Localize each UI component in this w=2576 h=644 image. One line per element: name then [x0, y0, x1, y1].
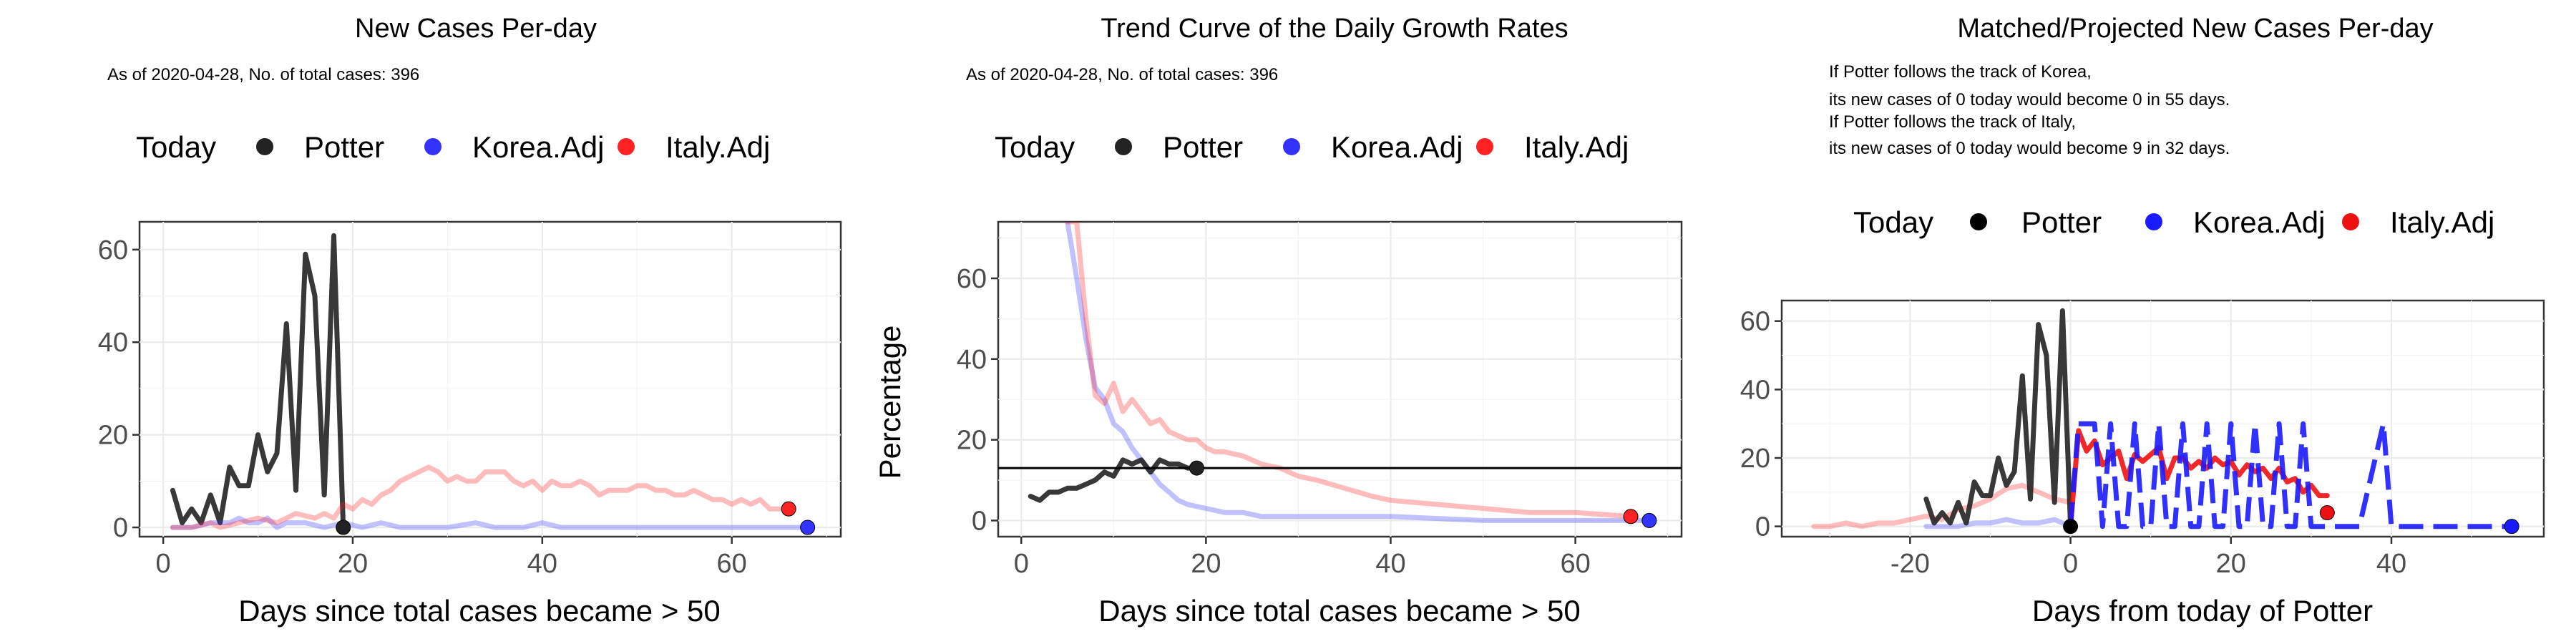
- legend-key: [1970, 213, 1987, 230]
- x-axis-label: Days since total cases became > 50: [238, 594, 721, 628]
- y-tick-label: 60: [1740, 307, 1770, 337]
- y-tick-label: 40: [1740, 375, 1770, 405]
- today-marker: [781, 501, 796, 517]
- chart-title: Matched/Projected New Cases Per-day: [1957, 14, 2433, 44]
- y-tick-label: 40: [957, 345, 987, 375]
- y-tick-label: 0: [972, 506, 987, 536]
- y-axis-label: Percentage: [873, 326, 907, 479]
- chart-growth-rates: Trend Curve of the Daily Growth Rates As…: [873, 14, 1683, 628]
- series-line-italy-adj: [170, 464, 791, 530]
- legend-key: [1115, 138, 1132, 155]
- y-tick-label: 40: [98, 328, 128, 358]
- x-tick-label: 40: [1375, 549, 1405, 579]
- legend-key: [424, 138, 441, 155]
- legend-label: Potter: [304, 130, 384, 164]
- y-tick-label: 60: [957, 264, 987, 294]
- series-line-potter: [1923, 308, 2074, 530]
- series-lines: [1811, 308, 2512, 530]
- legend: Today Potter Korea.Adj Italy.Adj: [995, 130, 1629, 164]
- today-marker: [2504, 519, 2519, 535]
- x-tick-label: 20: [1191, 549, 1221, 579]
- axis-ticks: -20 0 20 40 0 20 40 60: [1740, 307, 2406, 579]
- today-marker: [1189, 460, 1204, 476]
- legend-label: Italy.Adj: [665, 130, 770, 164]
- today-marker: [2063, 519, 2079, 535]
- today-marker: [1641, 512, 1657, 528]
- x-tick-label: -20: [1890, 549, 1930, 579]
- chart-subtitle: As of 2020-04-28, No. of total cases: 39…: [107, 65, 419, 84]
- today-marker: [1623, 509, 1639, 525]
- legend-key: [1476, 138, 1493, 155]
- chart-title: New Cases Per-day: [355, 14, 597, 44]
- chart-note-4: its new cases of 0 today would become 9 …: [1829, 139, 2230, 158]
- series-line-italy-adj: [1065, 222, 1634, 519]
- today-markers: [2063, 505, 2519, 535]
- series-lines: [170, 233, 811, 530]
- chart-note-1: If Potter follows the track of Korea,: [1829, 62, 2092, 82]
- x-axis-label: Days from today of Potter: [2032, 594, 2373, 628]
- legend-label: Potter: [1163, 130, 1243, 164]
- grid: [1782, 301, 2544, 537]
- today-marker: [336, 519, 351, 535]
- chart-note-3: If Potter follows the track of Italy,: [1829, 112, 2076, 132]
- axis-ticks: 0 20 40 60 0 20 40 60: [98, 235, 747, 579]
- today-marker: [800, 519, 816, 535]
- legend: Today Potter Korea.Adj Italy.Adj: [1853, 205, 2494, 239]
- legend-title: Today: [136, 130, 216, 164]
- legend: Today Potter Korea.Adj Italy.Adj: [136, 130, 770, 164]
- legend-key: [256, 138, 273, 155]
- series-line-korea-adj: [2068, 421, 2512, 530]
- plot-panel: [138, 220, 842, 538]
- chart-title: Trend Curve of the Daily Growth Rates: [1101, 14, 1568, 44]
- series-line-potter: [1028, 457, 1199, 503]
- legend-label: Potter: [2021, 205, 2102, 239]
- chart-note-2: its new cases of 0 today would become 0 …: [1829, 90, 2230, 109]
- x-tick-label: 0: [2063, 549, 2078, 579]
- plot-panel: [997, 220, 1683, 538]
- legend-key: [2145, 213, 2162, 230]
- x-axis-label: Days since total cases became > 50: [1098, 594, 1581, 628]
- y-tick-label: 0: [1755, 512, 1770, 542]
- grid: [998, 222, 1682, 537]
- legend-title: Today: [1853, 205, 1933, 239]
- legend-key: [2342, 213, 2359, 230]
- plot-panel: [1780, 299, 2545, 538]
- x-tick-label: 60: [717, 549, 747, 579]
- legend-label: Korea.Adj: [472, 130, 604, 164]
- axis-ticks: 0 20 40 60 0 20 40 60: [957, 264, 1591, 579]
- y-tick-label: 60: [98, 235, 128, 265]
- x-tick-label: 0: [156, 549, 171, 579]
- legend-label: Korea.Adj: [1331, 130, 1463, 164]
- x-tick-label: 40: [527, 549, 557, 579]
- y-tick-label: 20: [1740, 444, 1770, 474]
- x-tick-label: 40: [2376, 549, 2406, 579]
- series-line-korea-adj: [1065, 222, 1652, 523]
- series-line-korea-adj: [170, 515, 811, 530]
- legend-label: Italy.Adj: [2390, 205, 2494, 239]
- x-tick-label: 60: [1560, 549, 1590, 579]
- y-tick-label: 20: [957, 426, 987, 456]
- series-line-potter: [170, 233, 346, 530]
- y-tick-label: 20: [98, 421, 128, 451]
- today-markers: [336, 501, 816, 535]
- today-markers: [1189, 460, 1657, 528]
- x-tick-label: 20: [2216, 549, 2246, 579]
- y-tick-label: 0: [113, 513, 128, 543]
- chart-subtitle: As of 2020-04-28, No. of total cases: 39…: [966, 65, 1278, 84]
- series-lines: [1028, 222, 1652, 523]
- legend-label: Italy.Adj: [1524, 130, 1629, 164]
- legend-label: Korea.Adj: [2193, 205, 2325, 239]
- series-line-korea-adj: [1923, 517, 2074, 530]
- legend-key: [1283, 138, 1300, 155]
- legend-title: Today: [995, 130, 1075, 164]
- x-tick-label: 20: [338, 549, 368, 579]
- chart-projected-cases: Matched/Projected New Cases Per-day If P…: [1740, 14, 2545, 628]
- chart-new-cases: New Cases Per-day As of 2020-04-28, No. …: [98, 14, 842, 628]
- legend-key: [618, 138, 635, 155]
- today-marker: [2319, 505, 2335, 521]
- x-tick-label: 0: [1014, 549, 1029, 579]
